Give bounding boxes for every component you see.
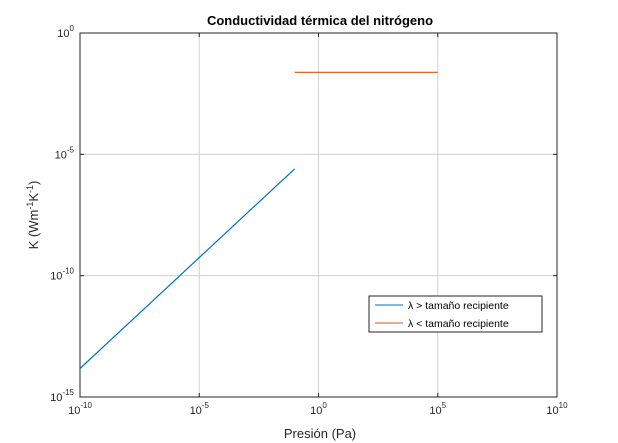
y-tick-label-exponent: -15	[62, 388, 74, 397]
chart-title: Conductividad térmica del nitrógeno	[207, 13, 433, 28]
series-line-1	[79, 168, 296, 369]
y-tick-label-base: 10	[55, 149, 67, 161]
y-tick-label: 10-10	[50, 267, 74, 283]
y-tick-label-base: 10	[57, 28, 69, 40]
y-axis-label-base: K (Wm	[26, 210, 41, 250]
legend: λ > tamaño recipiente λ < tamaño recipie…	[368, 295, 543, 333]
x-tick-label-exponent: 0	[322, 401, 327, 410]
x-axis-label: Presión (Pa)	[284, 426, 356, 441]
grid-lines	[80, 33, 557, 397]
y-tick-label-base: 10	[50, 271, 62, 283]
y-tick-label: 10-5	[55, 145, 75, 161]
x-tick-label-exponent: -5	[202, 401, 210, 410]
y-axis-label-sup1: -1	[25, 202, 35, 210]
y-tick-label: 10-15	[50, 388, 74, 404]
legend-label-series-1: λ > tamaño recipiente	[408, 300, 509, 312]
x-tick-label-base: 10	[546, 405, 558, 417]
y-tick-label-exponent: -5	[67, 145, 75, 154]
tick-marks	[79, 32, 558, 398]
y-axis-label-end: )	[26, 181, 41, 185]
y-tick-label-exponent: 0	[70, 24, 75, 33]
y-axis-label-sup2: -1	[25, 185, 35, 193]
x-tick-label-exponent: -10	[80, 401, 92, 410]
x-tick-label-base: 10	[429, 405, 441, 417]
legend-label-series-2: λ < tamaño recipiente	[408, 318, 509, 330]
y-axis-label: K (Wm-1K-1)	[25, 181, 41, 250]
x-tick-label: 1010	[546, 401, 568, 417]
y-tick-label: 100	[57, 24, 74, 40]
x-tick-label-exponent: 10	[559, 401, 568, 410]
y-axis-label-mid: K	[26, 193, 41, 202]
x-tick-label-base: 10	[68, 405, 80, 417]
x-tick-label-base: 10	[310, 405, 322, 417]
x-tick-label: 10-10	[68, 401, 92, 417]
x-tick-label: 100	[310, 401, 327, 417]
x-tick-label: 10-5	[190, 401, 210, 417]
x-tick-labels: 10-10 10-5 100 105 1010	[68, 401, 568, 417]
y-tick-label-exponent: -10	[62, 267, 74, 276]
data-series	[79, 71, 438, 369]
x-tick-label-base: 10	[190, 405, 202, 417]
y-tick-label-base: 10	[50, 392, 62, 404]
x-tick-label-exponent: 5	[442, 401, 447, 410]
x-tick-label: 105	[429, 401, 446, 417]
legend-box	[368, 295, 543, 333]
